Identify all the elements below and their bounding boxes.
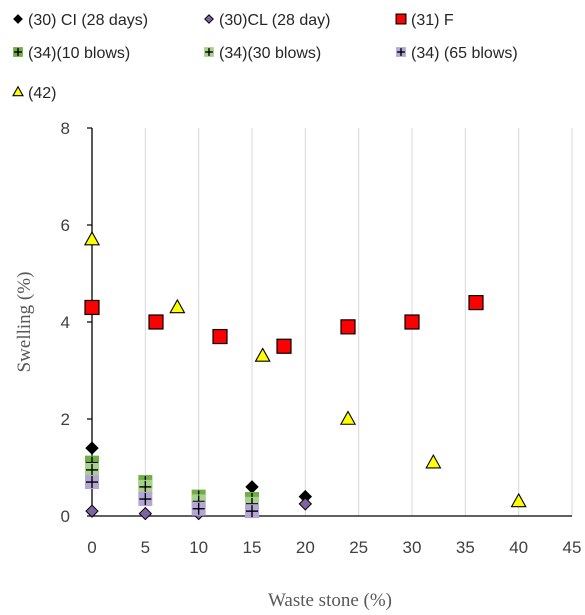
series-5 (85, 475, 259, 519)
series-4 (85, 462, 259, 511)
legend-label: (34)(10 blows) (28, 45, 130, 62)
series-0 (85, 441, 313, 504)
legend-item: (42) (12, 85, 56, 102)
legend-label: (30) CI (28 days) (28, 12, 148, 29)
data-point (169, 298, 186, 314)
data-point (340, 319, 356, 335)
data-point (245, 480, 259, 494)
data-point (85, 462, 99, 477)
x-tick-label: 10 (189, 538, 208, 557)
data-point (138, 506, 153, 521)
data-point (85, 441, 99, 455)
data-point (191, 501, 206, 516)
data-point (138, 492, 153, 507)
legend-marker (12, 85, 24, 97)
data-point (85, 475, 99, 490)
data-point (148, 314, 164, 330)
legend-item: (34)(30 blows) (204, 45, 321, 62)
legend-marker (395, 13, 407, 25)
x-tick-label: 35 (456, 538, 475, 557)
x-tick-label: 20 (296, 538, 315, 557)
y-tick-label: 8 (61, 119, 70, 138)
legend-marker (396, 47, 406, 57)
data-point (404, 314, 420, 330)
gridlines (144, 128, 573, 516)
series-6 (83, 230, 527, 508)
tick-labels: 0 5 10 15 20 25 30 35 40 45 0 2 4 6 8 (61, 119, 582, 557)
y-tick-label: 2 (61, 410, 70, 429)
x-tick-label: 40 (509, 538, 528, 557)
x-axis-title: Waste stone (%) (268, 590, 392, 611)
legend-label: (42) (28, 85, 56, 102)
legend-item: (30)CL (28 day) (204, 12, 330, 29)
series-3 (85, 455, 259, 507)
data-point (425, 454, 442, 469)
legend-marker (204, 14, 214, 24)
y-axis-title: Swelling (%) (14, 272, 35, 373)
legend-label: (31) F (411, 12, 454, 29)
x-tick-label: 25 (349, 538, 368, 557)
x-tick-label: 30 (403, 538, 422, 557)
data-point (212, 328, 228, 345)
data-point (245, 504, 259, 519)
legend-item: (31) F (395, 12, 454, 29)
legend-item: (34) (65 blows) (396, 45, 518, 62)
legend-marker (13, 14, 23, 24)
legend-marker (204, 47, 214, 57)
x-tick-label: 0 (87, 538, 96, 557)
data-point (138, 479, 153, 494)
data-point (339, 410, 357, 425)
data-point (468, 295, 484, 311)
x-tick-label: 5 (141, 538, 150, 557)
legend-label: (34)(30 blows) (219, 45, 321, 62)
data-point (510, 492, 527, 508)
x-tick-label: 15 (243, 538, 262, 557)
data-point (254, 347, 271, 362)
legend-label: (30)CL (28 day) (219, 12, 330, 29)
y-tick-label: 4 (61, 313, 70, 332)
series-2 (84, 295, 484, 354)
x-tick-label: 45 (563, 538, 582, 557)
data-point (83, 230, 101, 246)
legend-label: (34) (65 blows) (411, 45, 518, 62)
legend-item: (34)(10 blows) (13, 45, 130, 62)
legend-marker (13, 47, 23, 57)
data-point (298, 497, 313, 511)
data-point (276, 338, 292, 354)
data-points (83, 230, 527, 521)
legend-item: (30) CI (28 days) (13, 12, 148, 29)
data-point (85, 504, 99, 518)
data-point (84, 299, 100, 316)
y-tick-label: 0 (61, 507, 70, 526)
legend: (30) CI (28 days) (30)CL (28 day) (31) F (3… (12, 12, 518, 102)
y-tick-label: 6 (61, 216, 70, 235)
